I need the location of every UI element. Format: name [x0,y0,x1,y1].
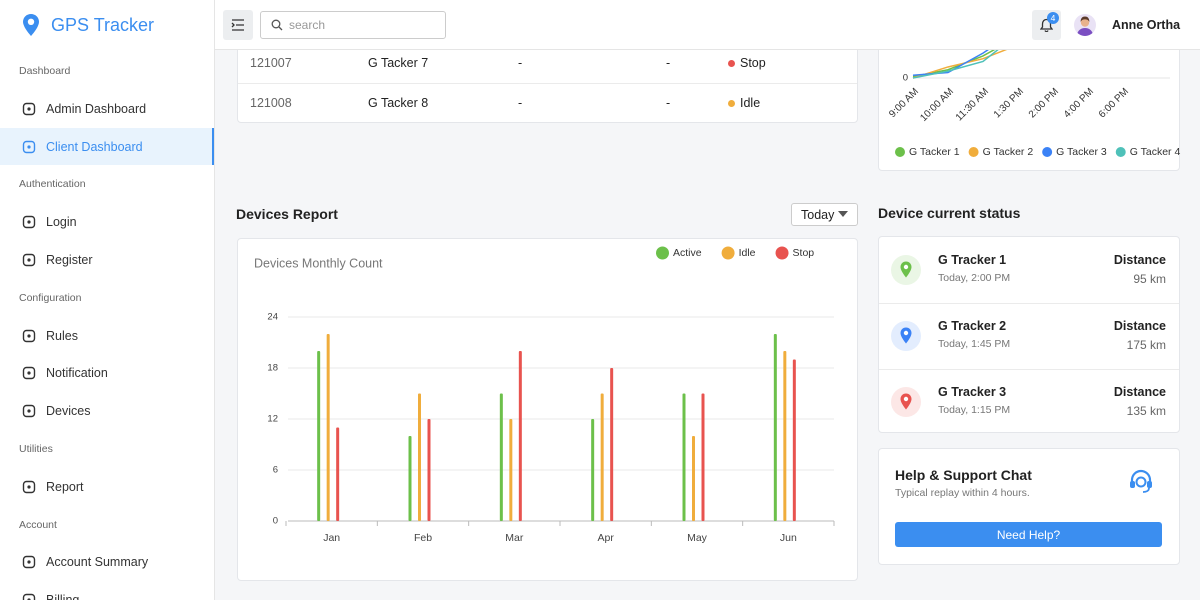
support-icon [1130,469,1152,493]
device-pin-icon [900,261,912,278]
nav-icon [22,593,36,600]
nav-section-title: Utilities [19,442,53,455]
nav-icon [22,367,36,380]
nav-item-label[interactable]: Notification [46,366,108,381]
search-placeholder[interactable]: search [289,18,326,32]
table-cell: 121007 [250,55,292,70]
nav-icon [22,480,36,493]
device-name: G Tracker 2 [938,318,1007,333]
table-cell: 121008 [250,95,292,110]
device-status-card [878,236,1180,433]
nav-item-label[interactable]: Rules [46,328,78,343]
user-avatar[interactable] [1074,14,1096,36]
nav-icon [22,215,36,229]
device-pin-icon [900,393,912,410]
nav-item-label[interactable]: Billing [46,592,80,600]
distance-label: Distance [1113,384,1166,399]
period-dropdown-label[interactable]: Today [801,207,835,222]
brand-name: GPS Tracker [51,15,155,35]
table-cell: - [666,55,671,70]
brand-icon [23,14,39,36]
table-cell: G Tacker 8 [368,95,429,110]
nav-item-label[interactable]: Client Dashboard [46,139,143,154]
section-title: Devices Report [236,206,338,222]
device-time: Today, 2:00 PM [938,271,1011,284]
table-cell: G Tacker 7 [368,55,429,70]
status-row-divider [879,369,1179,370]
device-pin-icon [900,327,912,344]
device-name: G Tracker 3 [938,384,1007,399]
dropdown-caret [838,211,848,217]
nav-item-label[interactable]: Report [46,479,84,494]
table-row-divider [238,83,857,84]
search-box[interactable] [260,11,446,39]
menu-button[interactable] [223,10,253,40]
support-card [878,448,1180,565]
status-row-divider [879,303,1179,304]
table-cell: - [518,55,523,70]
period-dropdown[interactable] [791,203,858,226]
nav-item-label[interactable]: Devices [46,403,91,418]
table-cell: Idle [740,95,761,110]
nav-section-title: Configuration [19,291,82,304]
table-cell: Stop [740,55,766,70]
nav-item-label[interactable]: Register [46,252,93,267]
search-icon [271,19,283,31]
table-cell: - [666,95,671,110]
nav-icon [22,404,36,418]
distance-label: Distance [1113,252,1166,267]
need-help-button[interactable] [895,522,1162,547]
distance-value: 95 km [1133,272,1166,286]
support-subtitle: Typical replay within 4 hours. [895,486,1030,499]
section-title: Device current status [878,205,1021,221]
device-time: Today, 1:45 PM [938,337,1011,350]
device-name: G Tracker 1 [938,252,1007,267]
nav-section-title: Account [19,518,57,531]
sidebar: GPS Tracker Dashboard Admin Dashboard Clien… [0,0,215,600]
distance-value: 175 km [1126,338,1166,352]
status-dot [728,59,735,67]
status-dot [728,99,735,107]
table-cell: - [518,95,523,110]
nav-item-label[interactable]: Account Summary [46,555,149,570]
support-title: Help & Support Chat [895,467,1032,483]
nav-icon [22,253,36,267]
bar-chart-card [237,238,858,581]
nav-icon [22,140,36,153]
menu-icon [231,19,244,31]
user-name[interactable]: Anne Ortha [1112,17,1181,32]
avatar-figure [1077,16,1093,36]
nav-section-title: Authentication [19,178,86,191]
nav-section-title: Dashboard [19,64,71,77]
nav-item-label[interactable]: Login [46,214,77,229]
notification-count: 4 [1050,12,1056,23]
nav-item-label[interactable]: Admin Dashboard [46,101,147,116]
nav-icon [22,102,36,115]
distance-value: 135 km [1126,404,1166,418]
nav-item[interactable] [0,127,214,166]
nav-icon [22,329,36,342]
device-time: Today, 1:15 PM [938,403,1011,416]
distance-label: Distance [1113,318,1166,333]
nav-icon [22,556,36,569]
need-help-button-label[interactable]: Need Help? [996,527,1061,542]
